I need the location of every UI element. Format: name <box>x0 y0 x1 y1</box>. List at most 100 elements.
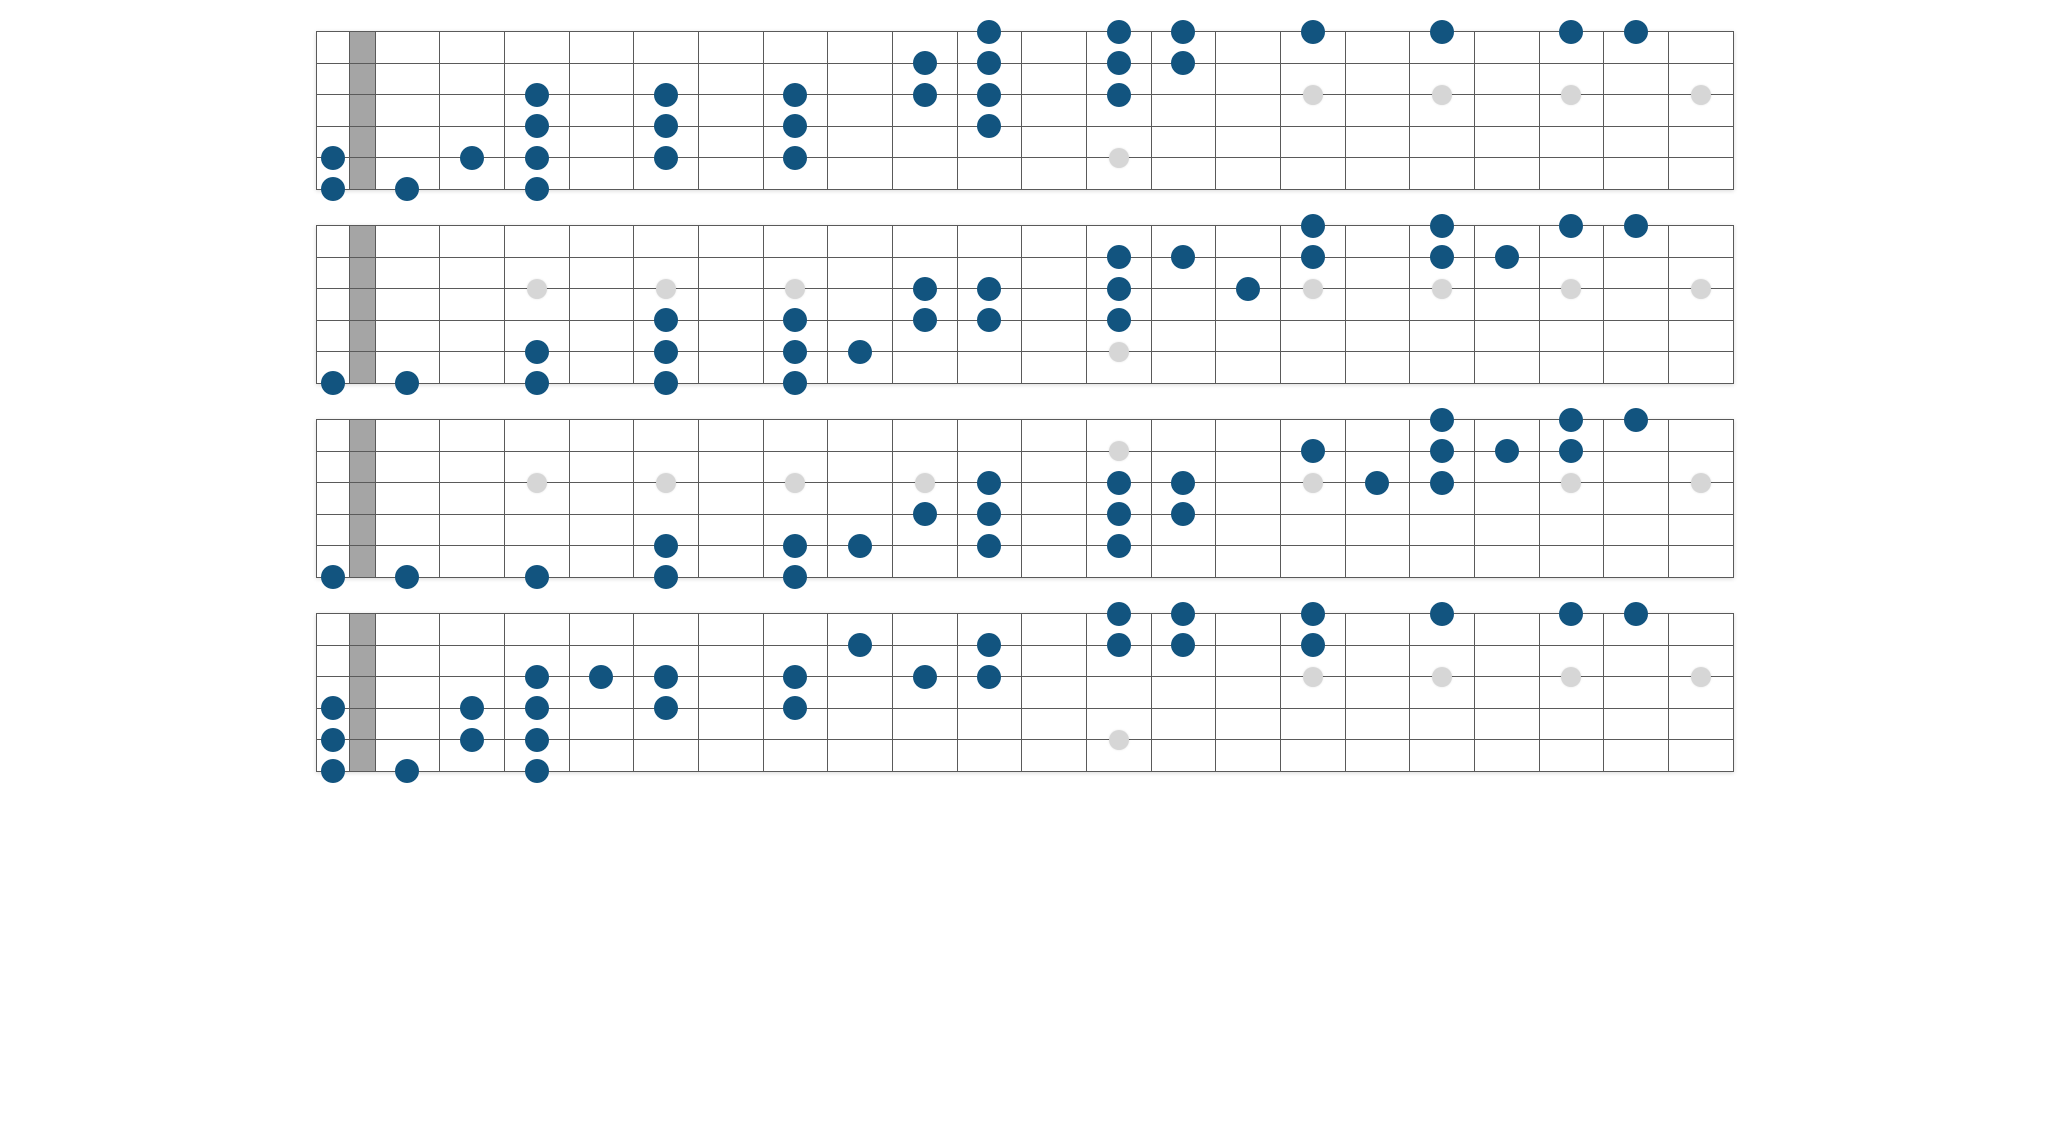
note-dot <box>1107 633 1131 657</box>
note-dot <box>913 308 937 332</box>
fret-line <box>569 420 570 577</box>
fret-marker <box>527 279 547 299</box>
fret-line <box>504 226 505 383</box>
fret-line <box>1345 420 1346 577</box>
note-dot <box>913 665 937 689</box>
note-dot <box>321 565 345 589</box>
note-dot <box>654 696 678 720</box>
fret-line <box>439 614 440 771</box>
fret-line <box>827 32 828 189</box>
fret-line <box>439 420 440 577</box>
note-dot <box>460 146 484 170</box>
note-dot <box>1107 245 1131 269</box>
fret-line <box>1215 32 1216 189</box>
note-dot <box>1301 633 1325 657</box>
fret-line <box>1409 420 1410 577</box>
note-dot <box>1171 51 1195 75</box>
fret-line <box>1539 614 1540 771</box>
fret-marker <box>1109 441 1129 461</box>
note-dot <box>525 83 549 107</box>
fret-marker <box>1432 85 1452 105</box>
fret-marker <box>1691 279 1711 299</box>
fret-line <box>633 226 634 383</box>
fret-line <box>698 420 699 577</box>
fret-line <box>1668 420 1669 577</box>
fret-line <box>1280 420 1281 577</box>
note-dot <box>913 277 937 301</box>
fret-marker <box>785 279 805 299</box>
note-dot <box>321 177 345 201</box>
fret-line <box>892 420 893 577</box>
fret-line <box>1021 614 1022 771</box>
note-dot <box>321 728 345 752</box>
fret-marker <box>1432 279 1452 299</box>
fret-line <box>1603 226 1604 383</box>
fret-line <box>1215 614 1216 771</box>
fret-marker <box>1303 85 1323 105</box>
note-dot <box>525 728 549 752</box>
fret-marker <box>1561 473 1581 493</box>
note-dot <box>525 177 549 201</box>
fret-marker <box>1303 279 1323 299</box>
fret-line <box>1151 420 1152 577</box>
fret-line <box>1086 614 1087 771</box>
note-dot <box>1559 214 1583 238</box>
fret-line <box>349 420 350 577</box>
note-dot <box>525 759 549 783</box>
note-dot <box>1107 602 1131 626</box>
note-dot <box>1559 20 1583 44</box>
fretboard-nut <box>349 32 375 189</box>
fret-line <box>1603 420 1604 577</box>
fret-line <box>698 226 699 383</box>
fret-marker <box>656 279 676 299</box>
note-dot <box>913 51 937 75</box>
fret-line <box>1086 32 1087 189</box>
note-dot <box>395 565 419 589</box>
string-line <box>317 63 1733 64</box>
fret-line <box>763 32 764 189</box>
note-dot <box>654 146 678 170</box>
fret-line <box>504 614 505 771</box>
fret-marker <box>1561 85 1581 105</box>
note-dot <box>1171 602 1195 626</box>
note-dot <box>395 759 419 783</box>
note-dot <box>1559 439 1583 463</box>
fretboard-diagram <box>316 419 1734 578</box>
fret-line <box>1668 32 1669 189</box>
string-line <box>317 257 1733 258</box>
fret-line <box>1021 420 1022 577</box>
note-dot <box>1171 471 1195 495</box>
note-dot <box>654 534 678 558</box>
note-dot <box>1430 214 1454 238</box>
note-dot <box>977 83 1001 107</box>
note-dot <box>1559 602 1583 626</box>
fret-line <box>1345 614 1346 771</box>
note-dot <box>977 534 1001 558</box>
fret-marker <box>1561 667 1581 687</box>
note-dot <box>1301 245 1325 269</box>
note-dot <box>1107 502 1131 526</box>
note-dot <box>321 146 345 170</box>
fret-line <box>504 420 505 577</box>
fret-line <box>349 226 350 383</box>
fret-marker <box>527 473 547 493</box>
string-line <box>317 320 1733 321</box>
fret-line <box>1345 32 1346 189</box>
note-dot <box>848 340 872 364</box>
string-line <box>317 514 1733 515</box>
note-dot <box>525 696 549 720</box>
note-dot <box>321 696 345 720</box>
fret-marker <box>1691 667 1711 687</box>
fret-line <box>1215 420 1216 577</box>
fret-line <box>569 32 570 189</box>
fret-line <box>1474 32 1475 189</box>
fret-line <box>1215 226 1216 383</box>
fret-marker <box>1109 148 1129 168</box>
fret-line <box>892 32 893 189</box>
fret-line <box>1668 226 1669 383</box>
fret-line <box>1668 614 1669 771</box>
note-dot <box>1107 534 1131 558</box>
note-dot <box>783 696 807 720</box>
note-dot <box>783 534 807 558</box>
fretboard-nut <box>349 614 375 771</box>
